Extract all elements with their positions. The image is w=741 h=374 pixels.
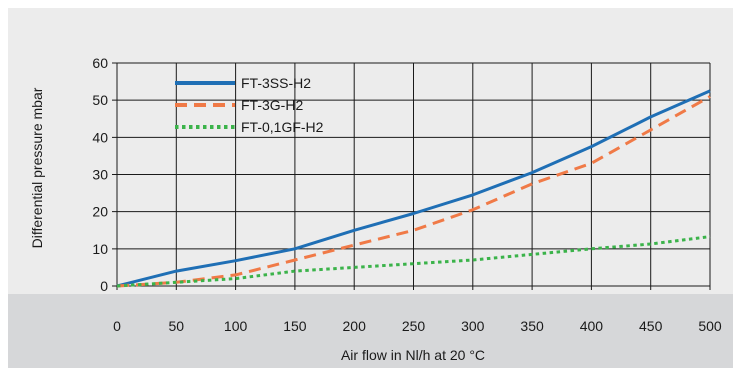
y-tick-label: 30 bbox=[92, 167, 108, 183]
x-axis-band bbox=[8, 294, 733, 368]
x-tick-label: 250 bbox=[402, 318, 426, 334]
series-line-ft-3g-h2 bbox=[116, 95, 711, 288]
x-tick-label: 100 bbox=[224, 318, 248, 334]
y-tick-label: 0 bbox=[100, 278, 108, 294]
x-tick-label: 350 bbox=[520, 318, 544, 334]
legend-label: FT-3G-H2 bbox=[241, 97, 303, 113]
y-tick-label: 50 bbox=[92, 92, 108, 108]
x-tick-label: 500 bbox=[698, 318, 722, 334]
x-tick-label: 200 bbox=[343, 318, 367, 334]
y-tick-label: 20 bbox=[92, 204, 108, 220]
legend-label: FT-0,1GF-H2 bbox=[241, 119, 324, 135]
x-tick-label: 150 bbox=[283, 318, 307, 334]
x-tick-label: 450 bbox=[639, 318, 663, 334]
series-line-ft-3ss-h2 bbox=[116, 89, 711, 288]
y-tick-label: 10 bbox=[92, 241, 108, 257]
y-axis-title: Differential pressure mbar bbox=[29, 87, 45, 248]
x-tick-label: 300 bbox=[461, 318, 485, 334]
x-tick-label: 0 bbox=[113, 318, 121, 334]
tick-labels: 0 50 100 150 200 250 300 350 400 450 500 0 10 20 30 40 5… bbox=[92, 55, 721, 334]
x-tick-label: 400 bbox=[580, 318, 604, 334]
x-tick-label: 50 bbox=[169, 318, 185, 334]
y-tick-label: 40 bbox=[92, 129, 108, 145]
x-axis-title: Air flow in Nl/h at 20 °C bbox=[341, 347, 485, 363]
y-tick-label: 60 bbox=[92, 55, 108, 71]
series-line-ft-0-1gf-h2 bbox=[116, 235, 711, 288]
series-layer bbox=[116, 89, 711, 288]
legend: FT-3SS-H2 FT-3G-H2 FT-0,1GF-H2 bbox=[175, 75, 324, 135]
legend-label: FT-3SS-H2 bbox=[241, 75, 311, 91]
